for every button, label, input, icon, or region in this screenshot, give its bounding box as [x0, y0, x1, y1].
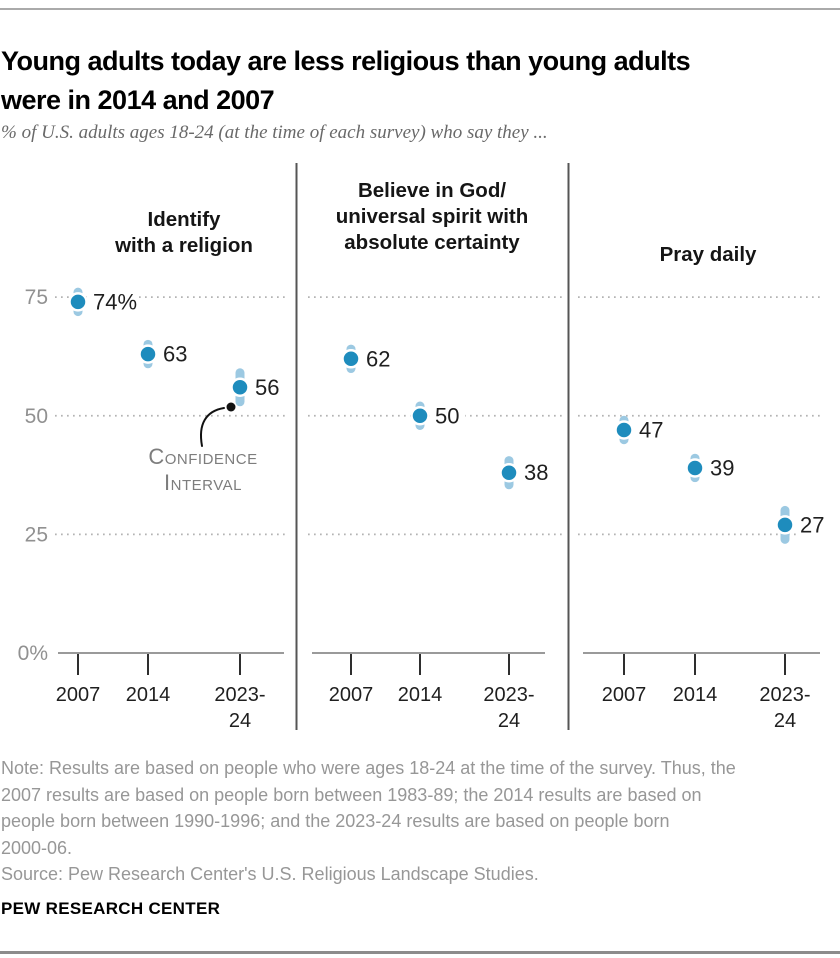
x-axis-label: 2014 [673, 684, 718, 706]
data-point-dot [230, 377, 250, 398]
value-label-backing [89, 290, 136, 313]
value-label: 50 [435, 403, 459, 428]
value-label: 39 [710, 455, 734, 480]
data-point-dot [614, 420, 634, 440]
confidence-interval-annotation: Confidence Interval [148, 444, 257, 495]
x-axis-label: 2007 [56, 684, 101, 706]
value-label: 56 [255, 375, 279, 400]
x-axis-label: 2014 [126, 684, 171, 706]
panel-title: Pray daily [660, 243, 757, 266]
value-label-backing [362, 347, 396, 370]
value-label-backing [635, 418, 669, 441]
value-label-backing [159, 343, 193, 366]
value-label: 47 [639, 417, 663, 442]
x-axis-label: 2014 [398, 684, 443, 706]
value-label-backing [796, 513, 830, 536]
page-title: Young adults today are less religious th… [1, 46, 691, 116]
value-label: 74% [93, 289, 137, 314]
annotation-pointer-curve [200, 407, 225, 447]
value-label: 63 [163, 342, 187, 367]
x-axis-label: 2007 [329, 684, 374, 706]
value-label: 62 [366, 346, 390, 371]
source-text: Source: Pew Research Center's U.S. Relig… [1, 864, 539, 884]
y-axis-label-25: 25 [25, 523, 48, 546]
note-text: Note: Results are based on people who we… [1, 758, 736, 858]
y-axis-label-75: 75 [25, 286, 48, 309]
data-point-dot [138, 344, 158, 364]
top-divider-line [0, 8, 840, 10]
value-label-backing [431, 404, 465, 427]
data-point-dot [775, 515, 795, 535]
data-point-dot [341, 349, 361, 369]
data-point-dot [68, 292, 88, 312]
data-point-dot [499, 462, 519, 483]
footnotes: Note: Results are based on people who we… [1, 755, 811, 888]
x-axis-label: 2023-24 [214, 684, 265, 732]
bottom-divider-line [0, 951, 840, 954]
value-label-backing [706, 456, 740, 479]
data-point-dot [410, 406, 430, 426]
data-point-dot [685, 458, 705, 478]
value-label: 38 [524, 460, 548, 485]
x-axis-label: 2023-24 [759, 684, 810, 732]
value-label-backing [251, 376, 285, 399]
value-label: 27 [800, 512, 824, 537]
pew-research-center-wordmark: PEW RESEARCH CENTER [1, 899, 221, 918]
value-label-backing [520, 461, 554, 484]
y-axis-label-0%: 0% [18, 642, 48, 665]
panel-title: Believe in God/universal spirit with abso… [336, 179, 529, 254]
annotation-pointer-dot [226, 402, 236, 412]
x-axis-label: 2023-24 [483, 684, 534, 732]
panel-title: Identify with a religion [114, 208, 253, 257]
x-axis-label: 2007 [602, 684, 647, 706]
chart-subtitle: % of U.S. adults ages 18-24 (at the time… [1, 122, 548, 143]
y-axis-label-50: 50 [25, 405, 48, 428]
